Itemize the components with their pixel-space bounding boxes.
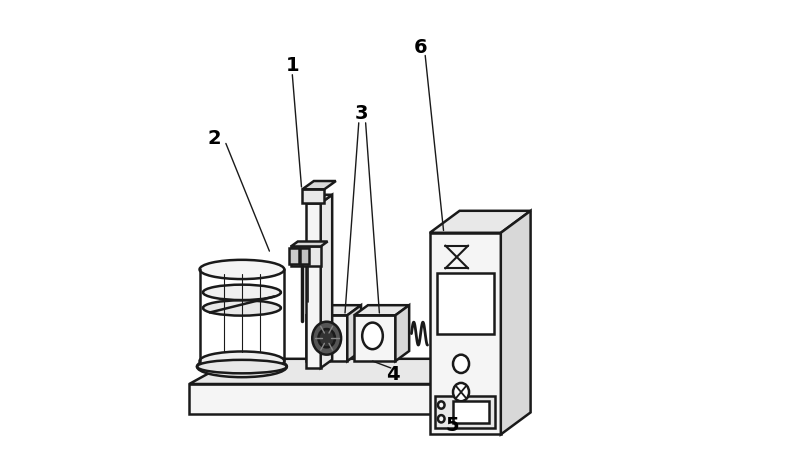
Ellipse shape: [438, 415, 445, 422]
Bar: [306, 203, 321, 368]
Polygon shape: [321, 195, 332, 368]
Polygon shape: [302, 181, 336, 189]
Polygon shape: [474, 359, 519, 414]
Ellipse shape: [203, 284, 281, 300]
Ellipse shape: [318, 329, 335, 347]
Polygon shape: [347, 305, 361, 361]
Ellipse shape: [312, 322, 341, 355]
Polygon shape: [306, 305, 361, 315]
Text: 4: 4: [386, 365, 400, 384]
Bar: [306, 315, 347, 361]
Bar: [435, 396, 495, 427]
Bar: [437, 273, 494, 334]
Polygon shape: [291, 242, 328, 247]
Text: 5: 5: [446, 416, 459, 435]
Ellipse shape: [453, 355, 469, 373]
Text: 1: 1: [286, 56, 299, 75]
Bar: [454, 401, 490, 423]
Bar: [291, 247, 321, 266]
Ellipse shape: [197, 356, 287, 377]
Ellipse shape: [203, 300, 281, 316]
Bar: [300, 248, 310, 264]
Bar: [430, 233, 501, 434]
Ellipse shape: [199, 260, 284, 279]
Bar: [289, 248, 298, 264]
Ellipse shape: [438, 402, 445, 409]
Text: 3: 3: [354, 104, 368, 123]
Bar: [302, 189, 324, 203]
Text: 2: 2: [208, 130, 222, 148]
Polygon shape: [501, 211, 530, 434]
Polygon shape: [395, 305, 409, 361]
Polygon shape: [354, 305, 409, 315]
Ellipse shape: [453, 383, 469, 401]
Polygon shape: [306, 195, 332, 203]
Ellipse shape: [199, 351, 284, 371]
Text: 6: 6: [414, 38, 427, 57]
Bar: [190, 384, 474, 414]
Bar: [354, 315, 395, 361]
Polygon shape: [430, 211, 530, 233]
Ellipse shape: [362, 323, 383, 349]
Polygon shape: [190, 359, 519, 384]
Ellipse shape: [197, 360, 287, 373]
